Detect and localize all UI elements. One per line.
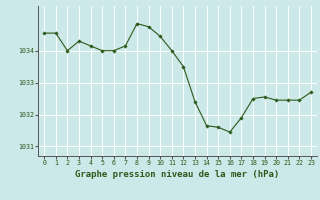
- X-axis label: Graphe pression niveau de la mer (hPa): Graphe pression niveau de la mer (hPa): [76, 170, 280, 179]
